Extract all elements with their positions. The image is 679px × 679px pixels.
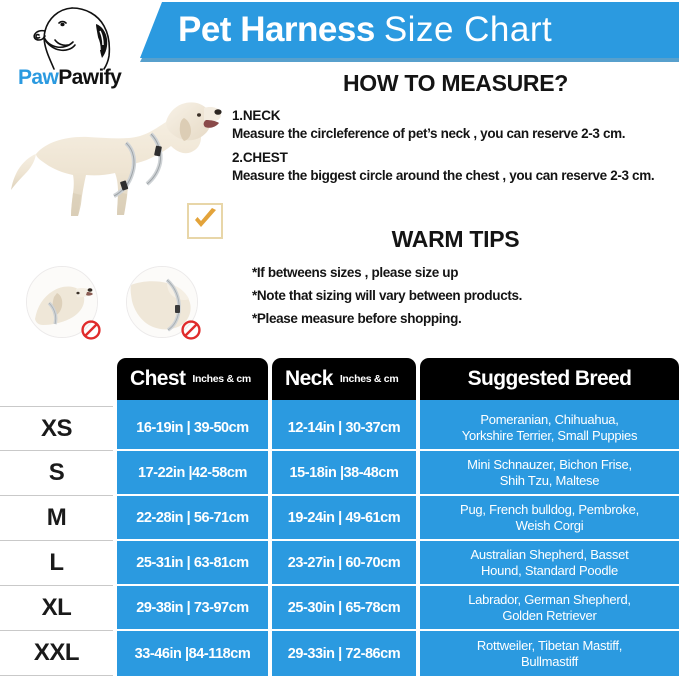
cell-size: M [0, 496, 113, 541]
column-gap [416, 451, 420, 496]
measure-label-neck: 1.NECK [232, 108, 281, 123]
column-header-neck-unit: Inches & cm [339, 373, 399, 385]
column-gap [416, 586, 420, 631]
table-row: XXL 33-46in |84-118cm 29-33in | 72-86cm … [0, 631, 679, 676]
incorrect-example-1 [26, 266, 101, 340]
header-underline-chest [117, 400, 268, 406]
column-gap [416, 631, 420, 676]
cell-size: XL [0, 586, 113, 631]
table-row: XL 29-38in | 73-97cm 25-30in | 65-78cm L… [0, 586, 679, 631]
how-to-measure-heading: HOW TO MEASURE? [342, 70, 569, 96]
cell-size: S [0, 451, 113, 496]
column-gap [268, 451, 272, 496]
cell-neck: 23-27in | 60-70cm [272, 541, 416, 586]
cell-breed: Pug, French bulldog, Pembroke, Weish Corg… [420, 496, 679, 541]
cell-size: XXL [0, 631, 113, 676]
correct-method-indicator [187, 203, 223, 239]
header-underline-neck [272, 400, 416, 406]
column-gap [268, 406, 272, 451]
table-body: XS 16-19in | 39-50cm 12-14in | 30-37cm P… [0, 406, 679, 676]
cell-chest: 22-28in | 56-71cm [117, 496, 268, 541]
dog-head-line-art-icon [33, 7, 111, 70]
brand-name: PawPawify [18, 66, 122, 90]
measure-text-chest: Measure the biggest circle around the ch… [232, 168, 655, 183]
measure-text-neck: Measure the circleference of pet’s neck … [232, 126, 626, 141]
cell-chest: 17-22in |42-58cm [117, 451, 268, 496]
cell-breed: Rottweiler, Tibetan Mastiff, Bullmastiff [420, 631, 679, 676]
table-row: L 25-31in | 63-81cm 23-27in | 60-70cm Au… [0, 541, 679, 586]
tip-item: *Please measure before shopping. [252, 311, 462, 326]
table-header-row: Chest Inches & cm Neck Inches & cm Sugge… [0, 358, 679, 400]
column-header-chest-label: Chest [130, 367, 186, 390]
column-gap [268, 586, 272, 631]
cell-breed: Labrador, German Shepherd, Golden Retriev… [420, 586, 679, 631]
header-banner: Pet Harness Size Chart [0, 0, 679, 64]
column-header-chest: Chest Inches & cm [117, 358, 268, 400]
title-light: Size Chart [383, 10, 553, 49]
banner-shape [140, 2, 679, 58]
header-underline-breed [420, 400, 679, 406]
cell-size: L [0, 541, 113, 586]
incorrect-example-2 [126, 266, 201, 340]
cell-chest: 29-38in | 73-97cm [117, 586, 268, 631]
incorrect-examples [22, 266, 222, 342]
tip-item: *Note that sizing will vary between prod… [252, 288, 523, 303]
cell-chest: 16-19in | 39-50cm [117, 406, 268, 451]
cell-neck: 15-18in |38-48cm [272, 451, 416, 496]
cell-chest: 33-46in |84-118cm [117, 631, 268, 676]
measure-instructions: 1.NECK Measure the circleference of pet’… [232, 108, 679, 183]
column-gap [416, 496, 420, 541]
cell-neck: 25-30in | 65-78cm [272, 586, 416, 631]
cell-breed: Mini Schnauzer, Bichon Frise, Shih Tzu, M… [420, 451, 679, 496]
table-row: S 17-22in |42-58cm 15-18in |38-48cm Mini… [0, 451, 679, 496]
brand-logo: PawPawify [12, 4, 140, 94]
column-header-breed-label: Suggested Breed [467, 367, 632, 390]
column-header-chest-unit: Inches & cm [192, 373, 251, 385]
banner-shadow [140, 58, 679, 62]
column-gap [416, 541, 420, 586]
column-gap [416, 406, 420, 451]
column-header-breed: Suggested Breed [420, 358, 679, 400]
dog-with-measuring-tape-photo [8, 96, 223, 224]
column-gap [268, 496, 272, 541]
cell-neck: 29-33in | 72-86cm [272, 631, 416, 676]
warm-tips-heading: WARM TIPS [391, 226, 520, 252]
prohibited-icon [181, 320, 201, 340]
cell-neck: 12-14in | 30-37cm [272, 406, 416, 451]
prohibited-icon [81, 320, 101, 340]
table-row: M 22-28in | 56-71cm 19-24in | 49-61cm Pu… [0, 496, 679, 541]
column-gap [268, 541, 272, 586]
cell-breed: Pomeranian, Chihuahua, Yorkshire Terrier,… [420, 406, 679, 451]
cell-neck: 19-24in | 49-61cm [272, 496, 416, 541]
brand-name-part1: Paw [18, 66, 59, 89]
size-chart-table: Chest Inches & cm Neck Inches & cm Sugge… [0, 358, 679, 679]
cell-chest: 25-31in | 63-81cm [117, 541, 268, 586]
cell-size: XS [0, 406, 113, 451]
measure-label-chest: 2.CHEST [232, 150, 288, 165]
orange-checkmark-icon [195, 208, 216, 227]
column-header-neck-label: Neck [285, 367, 333, 390]
warm-tips-list: *If betweens sizes , please size up *Not… [252, 265, 679, 334]
brand-name-part2: Pawify [58, 66, 122, 89]
column-header-neck: Neck Inches & cm [272, 358, 416, 400]
title-bold: Pet Harness [178, 10, 375, 49]
tip-item: *If betweens sizes , please size up [252, 265, 459, 280]
page-title: Pet Harness Size Chart [178, 2, 673, 58]
column-gap [268, 631, 272, 676]
table-row: XS 16-19in | 39-50cm 12-14in | 30-37cm P… [0, 406, 679, 451]
cell-breed: Australian Shepherd, Basset Hound, Standa… [420, 541, 679, 586]
